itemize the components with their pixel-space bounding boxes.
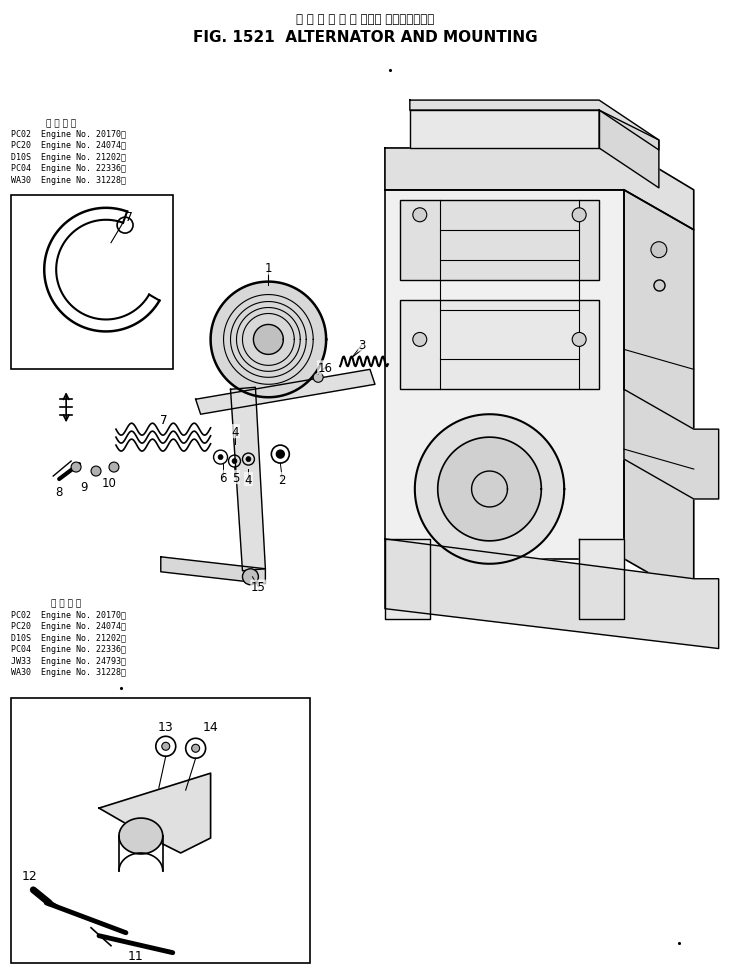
- Polygon shape: [196, 370, 375, 415]
- Text: 15: 15: [251, 581, 266, 594]
- Text: WA30  Engine No. 31228～: WA30 Engine No. 31228～: [12, 176, 126, 185]
- Polygon shape: [438, 438, 542, 541]
- Bar: [400, 300, 599, 390]
- Circle shape: [232, 459, 237, 465]
- Text: 2: 2: [279, 473, 286, 486]
- Text: 1: 1: [264, 262, 272, 275]
- Text: 10: 10: [101, 476, 116, 489]
- Text: PC20  Engine No. 24074～: PC20 Engine No. 24074～: [12, 621, 126, 631]
- Text: 5: 5: [232, 471, 239, 484]
- Text: 8: 8: [55, 486, 63, 499]
- Circle shape: [313, 373, 323, 383]
- Circle shape: [162, 742, 170, 750]
- Polygon shape: [410, 111, 599, 149]
- Circle shape: [91, 467, 101, 476]
- Text: 14: 14: [203, 720, 218, 734]
- Bar: [400, 200, 599, 281]
- Text: 13: 13: [158, 720, 174, 734]
- Circle shape: [71, 463, 81, 472]
- Polygon shape: [579, 539, 624, 619]
- Polygon shape: [385, 539, 430, 619]
- Circle shape: [277, 451, 284, 459]
- Text: FIG. 1521  ALTERNATOR AND MOUNTING: FIG. 1521 ALTERNATOR AND MOUNTING: [193, 29, 537, 45]
- Circle shape: [109, 463, 119, 472]
- Circle shape: [242, 569, 258, 585]
- Text: 3: 3: [358, 338, 366, 351]
- Polygon shape: [161, 557, 266, 584]
- Text: 4: 4: [245, 473, 252, 486]
- Text: PC04  Engine No. 22336～: PC04 Engine No. 22336～: [12, 164, 126, 173]
- Text: 7: 7: [160, 414, 167, 426]
- Polygon shape: [99, 774, 210, 853]
- Polygon shape: [624, 390, 718, 500]
- Polygon shape: [410, 101, 659, 151]
- Circle shape: [246, 457, 251, 462]
- Text: 9: 9: [80, 480, 88, 493]
- Polygon shape: [599, 111, 659, 189]
- Text: D10S  Engine No. 21202～: D10S Engine No. 21202～: [12, 633, 126, 642]
- Circle shape: [413, 208, 427, 223]
- Circle shape: [572, 208, 586, 223]
- Circle shape: [192, 744, 199, 752]
- Text: D10S  Engine No. 21202～: D10S Engine No. 21202～: [12, 153, 126, 161]
- Polygon shape: [253, 325, 283, 355]
- Polygon shape: [385, 539, 718, 648]
- Text: 12: 12: [21, 869, 37, 882]
- Text: PC02  Engine No. 20170～: PC02 Engine No. 20170～: [12, 610, 126, 619]
- Bar: [12, 196, 173, 370]
- Polygon shape: [231, 388, 266, 571]
- Text: 16: 16: [318, 362, 333, 375]
- Circle shape: [218, 455, 223, 460]
- Text: WA30  Engine No. 31228～: WA30 Engine No. 31228～: [12, 667, 126, 677]
- Text: PC20  Engine No. 24074～: PC20 Engine No. 24074～: [12, 142, 126, 151]
- Circle shape: [572, 333, 586, 347]
- Text: 7: 7: [125, 211, 133, 224]
- Text: オ ル タ ネ ー タ および マウンティング: オ ル タ ネ ー タ および マウンティング: [296, 13, 434, 25]
- Text: PC04  Engine No. 22336～: PC04 Engine No. 22336～: [12, 645, 126, 653]
- Text: 適 用 号 機: 適 用 号 機: [46, 119, 76, 128]
- Text: 適 用 号 機: 適 用 号 機: [51, 600, 81, 608]
- Circle shape: [413, 333, 427, 347]
- Polygon shape: [211, 283, 326, 398]
- Text: 11: 11: [128, 950, 144, 962]
- Text: 7: 7: [160, 414, 167, 426]
- Bar: [12, 698, 310, 962]
- Polygon shape: [119, 819, 163, 854]
- Polygon shape: [415, 415, 564, 564]
- Polygon shape: [385, 191, 624, 559]
- Polygon shape: [624, 191, 694, 600]
- Text: JW33  Engine No. 24793～: JW33 Engine No. 24793～: [12, 656, 126, 665]
- Text: 4: 4: [231, 425, 239, 438]
- Text: 6: 6: [219, 471, 226, 484]
- Circle shape: [651, 243, 666, 258]
- Polygon shape: [385, 149, 694, 231]
- Text: PC02  Engine No. 20170～: PC02 Engine No. 20170～: [12, 130, 126, 139]
